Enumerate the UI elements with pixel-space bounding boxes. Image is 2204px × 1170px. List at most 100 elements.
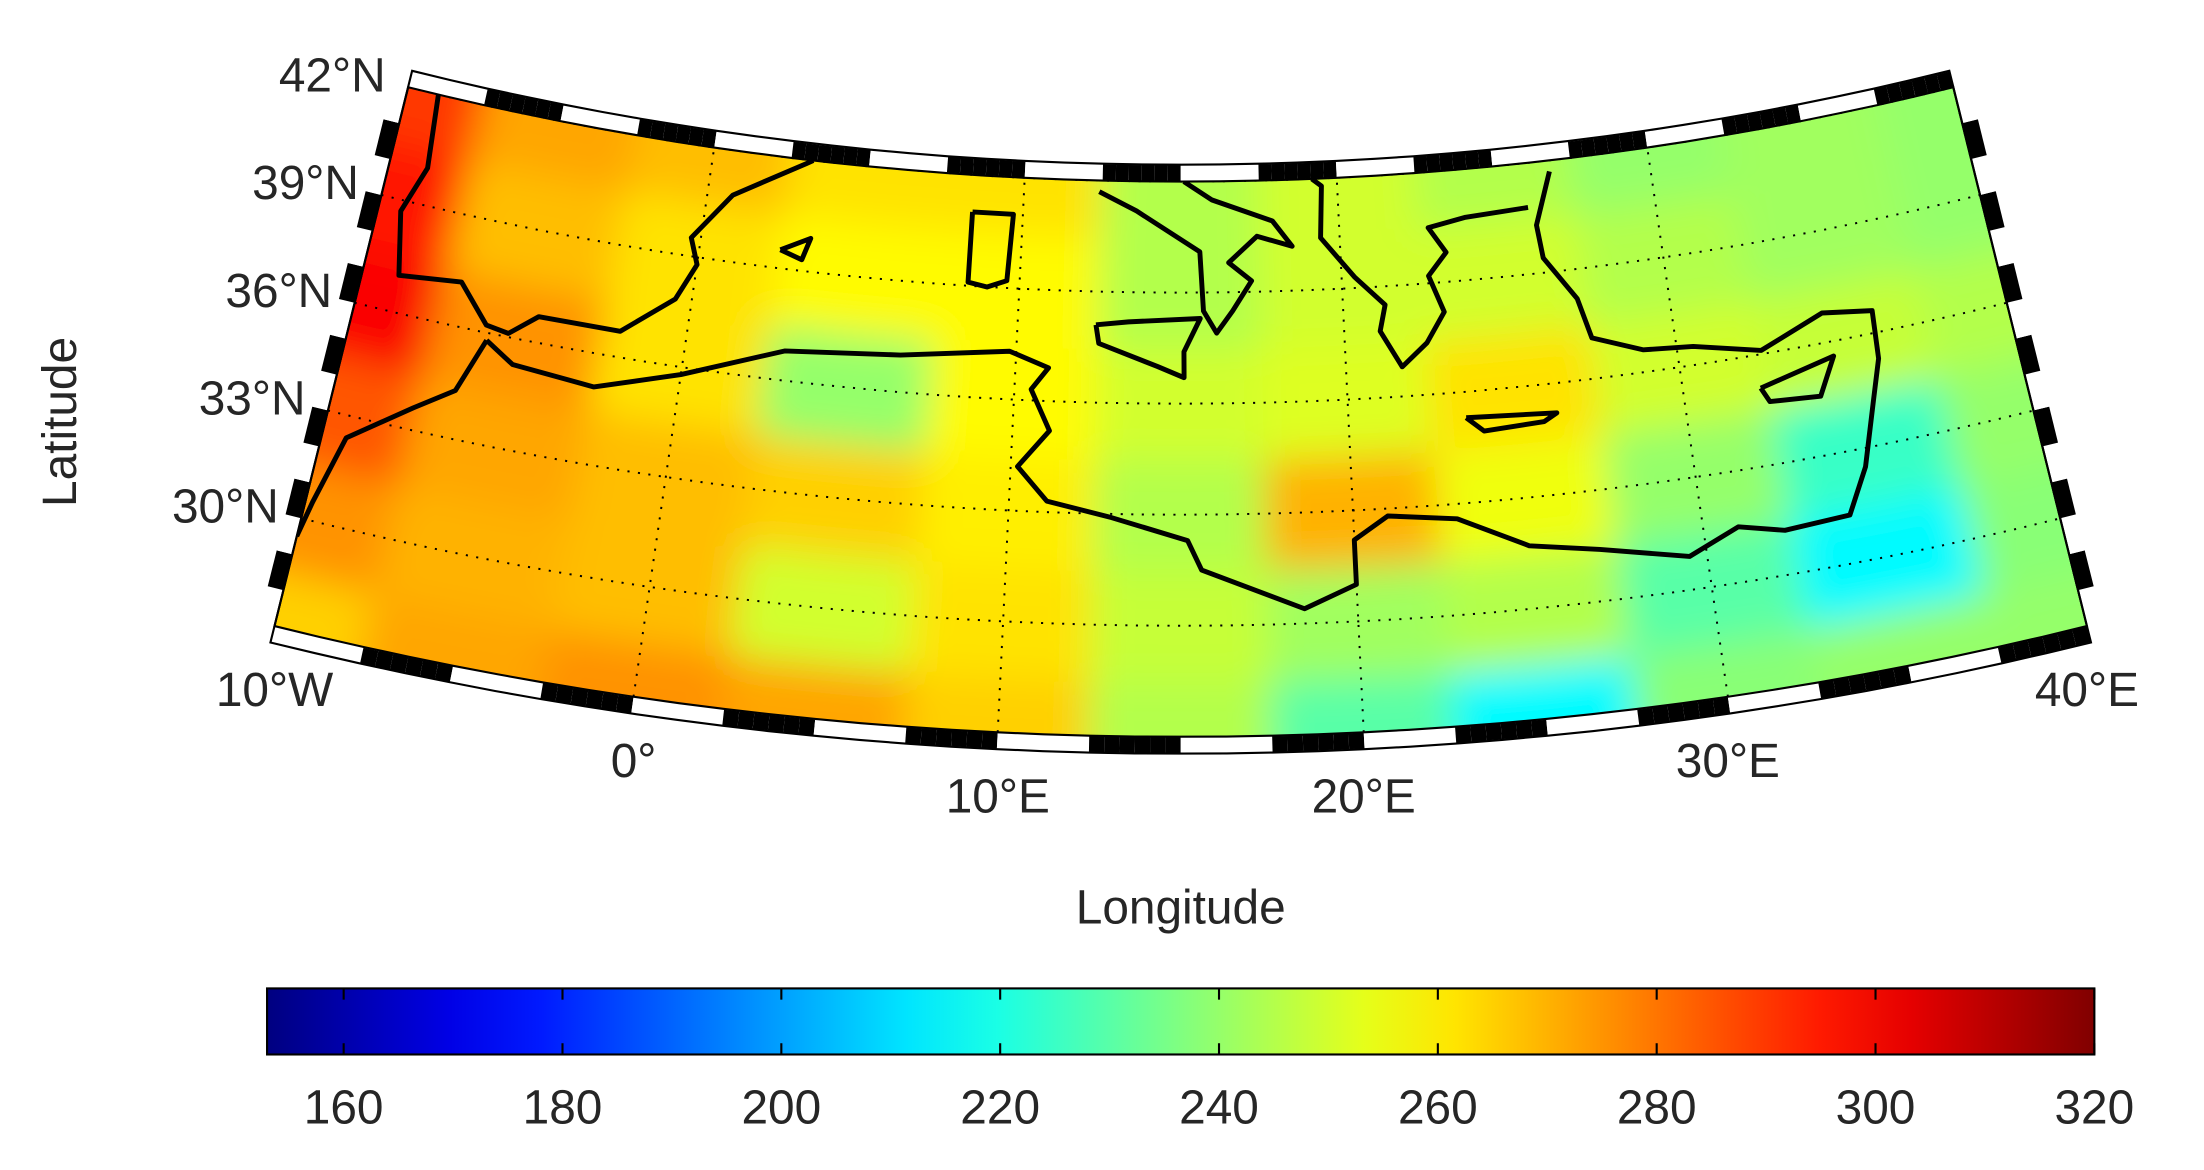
- frame-segment: [330, 298, 354, 339]
- frame-segment: [1348, 160, 1363, 177]
- frame-segment: [830, 146, 845, 164]
- frame-segment: [791, 141, 807, 159]
- frame-segment: [701, 129, 717, 147]
- frame-segment: [1911, 77, 1928, 96]
- frame-segment: [869, 150, 884, 167]
- frame-segment: [646, 699, 664, 718]
- frame-segment: [1317, 734, 1334, 751]
- frame-segment: [1908, 663, 1927, 682]
- frame-segment: [972, 158, 987, 175]
- frame-segment: [722, 709, 740, 727]
- frame-segment: [1027, 734, 1044, 751]
- frame-segment: [1924, 74, 1941, 93]
- frame-segment: [934, 156, 949, 173]
- frame-segment: [951, 730, 968, 747]
- frame-segment: [727, 133, 743, 151]
- frame-segment: [267, 550, 292, 590]
- frame-segment: [509, 94, 526, 113]
- frame-segment: [1835, 94, 1852, 113]
- frame-segment: [1515, 721, 1533, 738]
- frame-segment: [2069, 550, 2094, 590]
- frame-segment: [2034, 406, 2059, 447]
- frame-segment: [1697, 699, 1716, 718]
- frame-segment: [859, 723, 876, 741]
- frame-segment: [285, 478, 310, 519]
- frame-segment: [525, 680, 544, 699]
- frame-segment: [1708, 119, 1725, 137]
- frame-segment: [1309, 162, 1324, 179]
- frame-segment: [1683, 123, 1699, 141]
- frame-segment: [1531, 719, 1548, 737]
- frame-segment: [1426, 154, 1441, 172]
- frame-segment: [1297, 162, 1311, 179]
- frame-segment: [2072, 626, 2091, 646]
- frame-segment: [321, 334, 346, 375]
- frame-segment: [1863, 672, 1882, 691]
- frame-segment: [817, 144, 833, 162]
- frame-segment: [1968, 650, 1987, 670]
- frame-segment: [882, 151, 897, 169]
- frame-segment: [1670, 125, 1686, 143]
- frame-segment: [631, 697, 649, 715]
- frame-segment: [1464, 151, 1480, 169]
- colorbar: [266, 987, 2096, 1056]
- frame-segment: [1470, 725, 1487, 742]
- frame-segment: [374, 119, 399, 159]
- frame-segment: [270, 626, 290, 646]
- frame-segment: [985, 159, 1000, 176]
- field-cell: [1266, 559, 1453, 682]
- frame-segment: [2016, 334, 2041, 375]
- frame-segment: [2042, 633, 2061, 653]
- frame-segment: [1424, 728, 1441, 745]
- frame-segment: [1561, 716, 1579, 734]
- frame-segment: [1503, 147, 1519, 165]
- frame-segment: [981, 732, 998, 749]
- frame-segment: [1542, 143, 1557, 161]
- frame-segment: [1546, 718, 1563, 736]
- frame-segment: [1962, 119, 1987, 159]
- frame-segment: [844, 722, 861, 740]
- frame-segment: [1037, 162, 1052, 179]
- frame-segment: [966, 731, 983, 748]
- y-tick-label: 36°N: [225, 265, 332, 318]
- frame-segment: [1983, 647, 2002, 667]
- frame-segment: [996, 733, 1013, 750]
- frame-segment: [895, 152, 910, 170]
- frame-segment: [676, 703, 694, 722]
- frame-segment: [484, 89, 501, 108]
- frame-segment: [1323, 161, 1337, 178]
- frame-segment: [1818, 680, 1837, 699]
- frame-segment: [1772, 107, 1789, 126]
- frame-segment: [1861, 89, 1878, 108]
- frame-segment: [1644, 129, 1660, 147]
- grid-line: [300, 517, 2061, 627]
- y-tick-label: 33°N: [199, 373, 306, 426]
- y-tick-label: 30°N: [172, 480, 279, 533]
- x-tick-label: 0°: [611, 735, 657, 788]
- frame-segment: [1833, 677, 1852, 696]
- frame-segment: [600, 692, 619, 711]
- frame-segment: [338, 262, 363, 303]
- frame-segment: [1788, 685, 1806, 704]
- frame-segment: [1455, 726, 1472, 743]
- frame-segment: [959, 157, 974, 175]
- frame-segment: [555, 685, 574, 704]
- frame-segment: [258, 586, 283, 626]
- frame-segment: [347, 227, 372, 267]
- field-cell: [769, 211, 945, 341]
- frame-segment: [1439, 153, 1454, 171]
- frame-segment: [1050, 162, 1065, 179]
- frame-segment: [1606, 711, 1624, 729]
- frame-segment: [650, 121, 666, 139]
- frame-segment: [435, 663, 454, 682]
- frame-segment: [2060, 514, 2085, 555]
- frame-segment: [1576, 714, 1594, 732]
- frame-segment: [637, 119, 653, 137]
- grid-line: [354, 301, 2008, 405]
- frame-segment: [1953, 654, 1972, 673]
- frame-segment: [276, 514, 301, 555]
- frame-segment: [1886, 83, 1903, 102]
- frame-segment: [2057, 630, 2076, 650]
- frame-segment: [1758, 690, 1776, 709]
